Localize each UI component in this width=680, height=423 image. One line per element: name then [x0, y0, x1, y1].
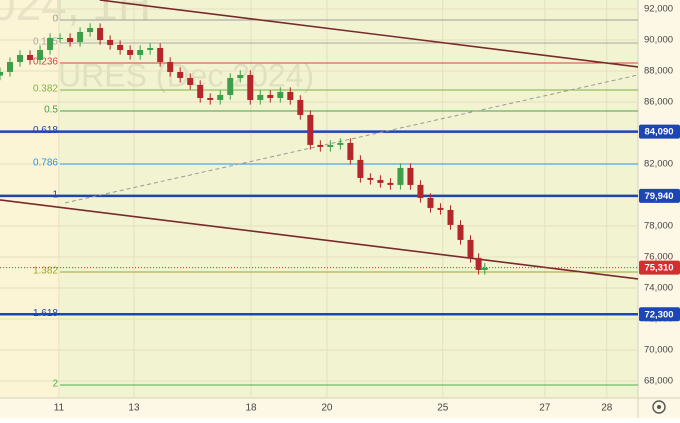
- candle-body: [157, 47, 164, 62]
- gear-icon-center[interactable]: [657, 405, 661, 409]
- watermark: 024, 1H: [0, 0, 151, 30]
- candle-body: [457, 224, 464, 240]
- fib-label: 1: [52, 190, 58, 201]
- candle-body: [257, 94, 264, 100]
- candle-body: [347, 142, 354, 160]
- price-tag-label: 75,310: [644, 263, 673, 274]
- candle-body: [177, 71, 184, 78]
- candle-body: [287, 91, 294, 100]
- x-tick-label: 11: [54, 403, 65, 414]
- y-tick-label: 70,000: [644, 344, 673, 355]
- candle-body: [167, 61, 174, 72]
- price-tag-label: 84,090: [644, 127, 673, 138]
- candle-body: [67, 37, 74, 42]
- x-tick-label: 13: [128, 403, 140, 414]
- candle-body: [467, 239, 474, 258]
- y-tick-label: 86,000: [644, 96, 673, 107]
- fib-label: 0.618: [33, 125, 58, 136]
- candle-body: [227, 77, 234, 95]
- y-axis-background: [638, 0, 680, 418]
- y-tick-label: 74,000: [644, 282, 673, 293]
- y-tick-label: 68,000: [644, 375, 673, 386]
- candle-body: [0, 71, 3, 76]
- x-tick-label: 18: [245, 403, 257, 414]
- fib-label: 0.125: [33, 37, 58, 48]
- candle-body: [37, 49, 44, 60]
- fib-label: 0.5: [44, 105, 58, 116]
- fib-label: 0: [52, 14, 58, 25]
- candle-body: [127, 49, 134, 55]
- fib-label: 1.618: [33, 308, 58, 319]
- gear-icon[interactable]: [652, 400, 666, 414]
- x-tick-label: 20: [321, 403, 333, 414]
- trendline: [99, 0, 638, 68]
- candle-body: [367, 177, 374, 180]
- candle-body: [297, 99, 304, 115]
- candle-body: [475, 257, 482, 270]
- trendlines: [0, 0, 638, 280]
- candle-body: [417, 184, 424, 198]
- candle-body: [327, 144, 334, 147]
- candle-body: [267, 94, 274, 98]
- candle-body: [117, 44, 124, 50]
- fib-label: 0.382: [33, 84, 58, 95]
- candle-body: [77, 31, 84, 42]
- candle-body: [97, 27, 104, 40]
- candle-body: [187, 77, 194, 85]
- candle-body: [407, 167, 414, 185]
- candle-body: [27, 54, 34, 60]
- candle-body: [307, 114, 314, 145]
- candle-body: [437, 207, 444, 210]
- candle-body: [357, 159, 364, 178]
- price-tag: [639, 188, 680, 203]
- candle-body: [481, 267, 488, 270]
- candle-body: [197, 84, 204, 98]
- candles: [0, 23, 488, 275]
- candle-body: [7, 61, 14, 72]
- candle-body: [237, 74, 244, 78]
- fib-label: 0.236: [33, 57, 58, 68]
- candle-body: [107, 39, 114, 45]
- candle-body: [207, 97, 214, 100]
- candle-body: [427, 197, 434, 208]
- fib-zone: [60, 0, 638, 398]
- candle-body: [397, 167, 404, 185]
- y-tick-label: 90,000: [644, 35, 673, 46]
- candle-body: [217, 94, 224, 100]
- candle-body: [337, 142, 344, 145]
- y-tick-label: 82,000: [644, 158, 673, 169]
- price-tag: [639, 307, 680, 322]
- y-tick-label: 76,000: [644, 251, 673, 262]
- price-tag-label: 79,940: [644, 191, 673, 202]
- trendline: [0, 199, 638, 280]
- candle-body: [147, 47, 154, 50]
- x-axis-background: [0, 398, 680, 418]
- price-tag-label: 72,300: [644, 309, 673, 320]
- fib-label: 0.786: [33, 158, 58, 169]
- x-tick-label: 28: [601, 403, 613, 414]
- y-tick-label: 88,000: [644, 65, 673, 76]
- price-tag: [639, 124, 680, 139]
- candle-body: [87, 27, 94, 32]
- candle-body: [447, 209, 454, 225]
- x-tick-label: 27: [539, 403, 551, 414]
- fib-label: 2: [52, 379, 58, 390]
- candle-body: [377, 179, 384, 183]
- candle-body: [137, 49, 144, 55]
- candle-body: [317, 144, 324, 147]
- candle-body: [57, 37, 64, 39]
- fib-label: 1.382: [33, 266, 58, 277]
- candle-body: [277, 91, 284, 98]
- price-tag: [639, 260, 680, 275]
- candle-body: [17, 54, 24, 62]
- candle-body: [247, 74, 254, 100]
- x-tick-label: 25: [437, 403, 449, 414]
- candle-body: [47, 37, 54, 50]
- y-tick-label: 92,000: [644, 4, 673, 15]
- candle-body: [387, 182, 394, 185]
- settings-button[interactable]: [652, 400, 666, 414]
- y-tick-label: 78,000: [644, 220, 673, 231]
